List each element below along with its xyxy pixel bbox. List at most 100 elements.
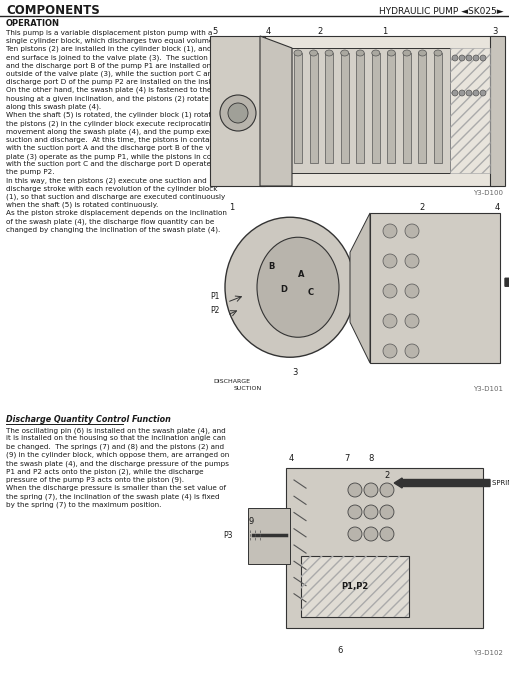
Bar bbox=[286, 468, 482, 628]
Bar bbox=[260, 36, 494, 186]
Circle shape bbox=[347, 527, 361, 541]
Text: D: D bbox=[279, 285, 287, 294]
Bar bbox=[402, 53, 410, 163]
Ellipse shape bbox=[224, 217, 354, 357]
Text: COMPONENTS: COMPONENTS bbox=[6, 5, 100, 18]
Circle shape bbox=[404, 314, 418, 328]
Circle shape bbox=[382, 254, 396, 268]
Bar bbox=[489, 36, 504, 186]
Circle shape bbox=[458, 90, 464, 96]
Bar bbox=[247, 453, 504, 658]
Circle shape bbox=[363, 483, 377, 497]
Text: Y3-D100: Y3-D100 bbox=[472, 190, 502, 196]
Text: 5: 5 bbox=[212, 28, 217, 37]
Text: A: A bbox=[297, 270, 304, 279]
Text: HYDRAULIC PUMP ◄SK025►: HYDRAULIC PUMP ◄SK025► bbox=[379, 7, 503, 16]
Bar bbox=[210, 36, 265, 186]
Ellipse shape bbox=[417, 50, 426, 56]
Text: 1: 1 bbox=[382, 28, 387, 37]
Ellipse shape bbox=[433, 50, 441, 56]
Ellipse shape bbox=[355, 50, 363, 56]
Circle shape bbox=[479, 90, 485, 96]
Text: Y3-D101: Y3-D101 bbox=[472, 386, 502, 392]
Circle shape bbox=[404, 284, 418, 298]
Text: C: C bbox=[307, 288, 314, 297]
Text: OPERATION: OPERATION bbox=[6, 20, 60, 28]
Polygon shape bbox=[349, 213, 369, 363]
Text: 4: 4 bbox=[265, 28, 270, 37]
Text: The oscillating pin (6) is installed on the swash plate (4), and
it is installed: The oscillating pin (6) is installed on … bbox=[6, 427, 229, 508]
Text: B: B bbox=[267, 262, 274, 271]
Text: 7: 7 bbox=[344, 454, 349, 463]
Circle shape bbox=[479, 55, 485, 61]
Circle shape bbox=[363, 527, 377, 541]
Bar bbox=[324, 53, 332, 163]
Text: SPRING FORCE: SPRING FORCE bbox=[491, 480, 509, 486]
FancyArrow shape bbox=[504, 278, 509, 287]
Bar bbox=[300, 556, 409, 617]
Polygon shape bbox=[260, 36, 292, 186]
Circle shape bbox=[404, 224, 418, 238]
Circle shape bbox=[465, 55, 471, 61]
Bar bbox=[433, 53, 441, 163]
Text: 8: 8 bbox=[367, 454, 373, 463]
FancyArrow shape bbox=[393, 478, 489, 488]
Text: 4: 4 bbox=[494, 203, 499, 212]
Bar bbox=[293, 53, 301, 163]
Bar bbox=[386, 53, 394, 163]
Text: SUCTION: SUCTION bbox=[234, 386, 262, 391]
Text: 3: 3 bbox=[491, 28, 497, 37]
Text: Y3-D102: Y3-D102 bbox=[472, 650, 502, 656]
Bar bbox=[369, 213, 499, 363]
Circle shape bbox=[458, 55, 464, 61]
Ellipse shape bbox=[309, 50, 317, 56]
Circle shape bbox=[219, 95, 256, 131]
Bar bbox=[309, 53, 317, 163]
Text: 3: 3 bbox=[292, 368, 297, 377]
Circle shape bbox=[363, 505, 377, 519]
Bar bbox=[247, 508, 290, 564]
Circle shape bbox=[382, 344, 396, 358]
Text: P3: P3 bbox=[222, 531, 232, 540]
Bar bbox=[340, 53, 348, 163]
Text: 2: 2 bbox=[384, 471, 389, 480]
Bar bbox=[210, 28, 504, 198]
Circle shape bbox=[382, 224, 396, 238]
Ellipse shape bbox=[257, 237, 338, 337]
Bar bbox=[285, 48, 449, 173]
Text: 4: 4 bbox=[288, 454, 293, 463]
Text: P1: P1 bbox=[210, 292, 219, 301]
Circle shape bbox=[382, 314, 396, 328]
Ellipse shape bbox=[402, 50, 410, 56]
Circle shape bbox=[465, 90, 471, 96]
Text: P2: P2 bbox=[210, 306, 219, 315]
Bar bbox=[300, 556, 409, 617]
Circle shape bbox=[472, 55, 478, 61]
Text: DISCHARGE: DISCHARGE bbox=[213, 379, 250, 384]
Circle shape bbox=[347, 483, 361, 497]
Circle shape bbox=[404, 254, 418, 268]
Text: 1: 1 bbox=[229, 203, 234, 212]
Circle shape bbox=[379, 483, 393, 497]
Text: P1,P2: P1,P2 bbox=[341, 582, 368, 591]
Bar bbox=[417, 53, 426, 163]
Circle shape bbox=[347, 505, 361, 519]
Text: 6: 6 bbox=[336, 646, 342, 655]
Circle shape bbox=[228, 103, 247, 123]
Ellipse shape bbox=[293, 50, 301, 56]
Text: 9: 9 bbox=[248, 517, 253, 526]
Bar bbox=[205, 205, 504, 380]
Ellipse shape bbox=[324, 50, 332, 56]
Ellipse shape bbox=[340, 50, 348, 56]
Ellipse shape bbox=[371, 50, 379, 56]
Circle shape bbox=[451, 90, 457, 96]
Text: Discharge Quantity Control Function: Discharge Quantity Control Function bbox=[6, 415, 171, 424]
Circle shape bbox=[451, 55, 457, 61]
Text: 2: 2 bbox=[418, 203, 424, 212]
Circle shape bbox=[472, 90, 478, 96]
Text: This pump is a variable displacement piston pump with a
single cylinder block, w: This pump is a variable displacement pis… bbox=[6, 30, 232, 233]
Circle shape bbox=[379, 527, 393, 541]
Circle shape bbox=[404, 344, 418, 358]
Bar bbox=[355, 53, 363, 163]
Bar bbox=[371, 53, 379, 163]
